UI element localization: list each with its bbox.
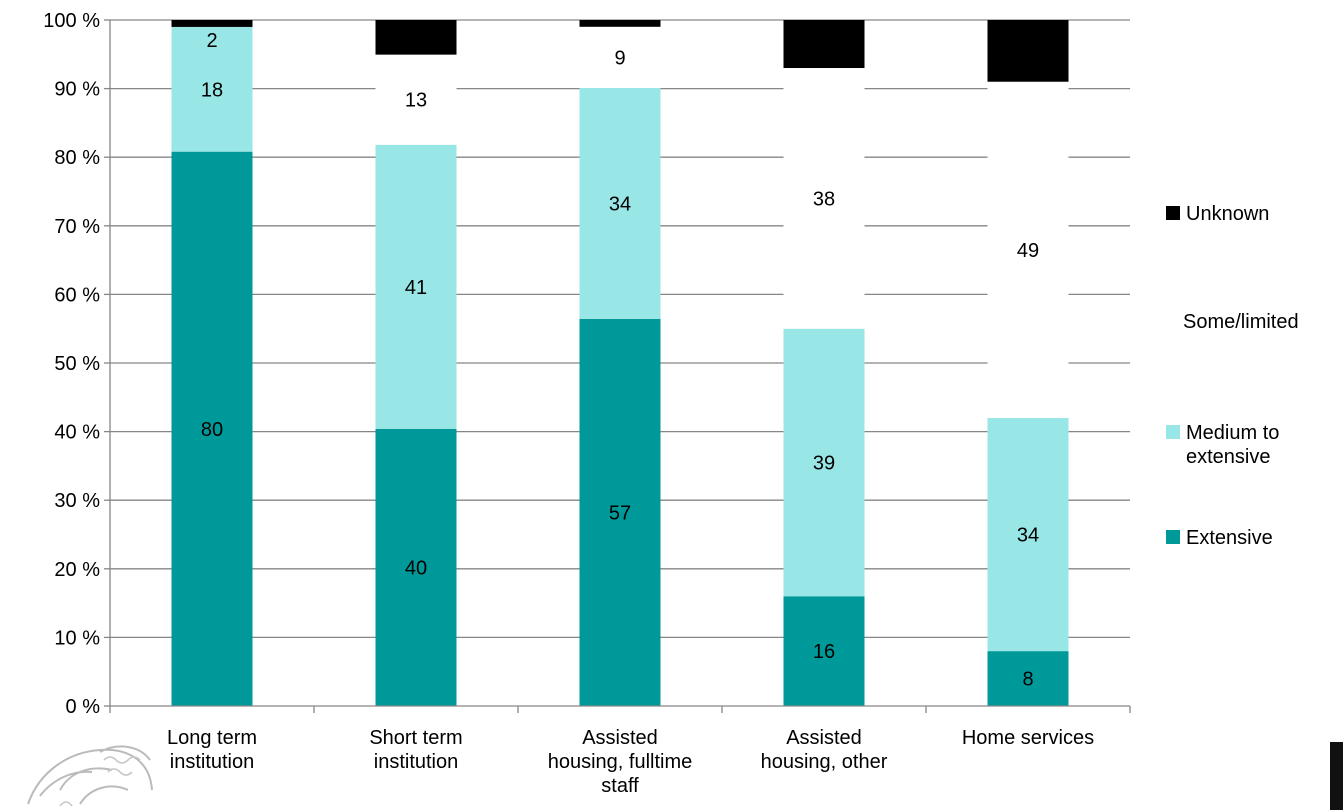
bar-segment	[783, 68, 865, 329]
bar-segment	[171, 151, 253, 707]
bar-segment	[579, 20, 661, 27]
y-tick-label: 30 %	[54, 490, 100, 512]
bar-segment	[579, 26, 661, 88]
legend-swatch	[1166, 530, 1180, 544]
data-label: 9	[614, 47, 625, 69]
bar-segment	[783, 328, 865, 597]
data-label: 57	[609, 502, 631, 524]
legend-label: Extensive	[1186, 527, 1273, 549]
bar-segment	[375, 54, 457, 145]
legend-swatch	[1166, 425, 1180, 439]
bar-segment	[171, 20, 253, 27]
y-tick-label: 100 %	[43, 10, 100, 32]
bar-segment	[783, 596, 865, 706]
bar-segment	[375, 144, 457, 429]
legend-swatch	[1166, 206, 1180, 220]
x-tick-label: Assisted housing, fulltime staff	[548, 727, 693, 797]
y-tick-label: 20 %	[54, 559, 100, 581]
x-tick-label: Assisted housing, other	[761, 727, 888, 773]
data-label: 41	[405, 277, 427, 299]
y-tick-label: 70 %	[54, 216, 100, 238]
bar-segment	[375, 428, 457, 706]
bar-segment	[987, 81, 1069, 418]
x-tick-label: Home services	[962, 727, 1094, 749]
bar-segment	[783, 20, 865, 69]
bar-segment	[579, 87, 661, 319]
x-tick-label: Short term institution	[369, 727, 462, 773]
logo-mark	[27, 745, 153, 805]
data-label: 34	[609, 193, 631, 215]
data-label: 2	[206, 30, 217, 52]
y-tick-label: 50 %	[54, 353, 100, 375]
y-tick-label: 10 %	[54, 627, 100, 649]
data-label: 49	[1017, 240, 1039, 262]
bar-segment	[987, 651, 1069, 706]
y-tick-label: 0 %	[66, 696, 101, 718]
data-label: 18	[201, 79, 223, 101]
data-label: 38	[813, 188, 835, 210]
bar-segment	[171, 26, 253, 152]
y-tick-label: 80 %	[54, 147, 100, 169]
legend-label: Medium to extensive	[1186, 422, 1279, 468]
data-label: 13	[405, 90, 427, 112]
logo-mark-waves	[59, 756, 141, 807]
logo-watermark	[27, 745, 153, 807]
bar-segment	[987, 20, 1069, 82]
data-label: 34	[1017, 525, 1039, 547]
data-label: 40	[405, 557, 427, 579]
data-label: 16	[813, 641, 835, 663]
bar-segment	[579, 318, 661, 706]
y-tick-label: 40 %	[54, 422, 100, 444]
edge-decoration	[1330, 742, 1343, 810]
bars	[171, 20, 1069, 707]
legend-label: Unknown	[1186, 203, 1269, 225]
legend: Unknown Some/limited Medium to extensive Ext…	[1166, 203, 1299, 549]
axes: 0 % 10 % 20 % 30 % 40 % 50 % 60 % 70 % 80 % 90 % 1…	[43, 10, 1131, 797]
y-tick-label: 90 %	[54, 79, 100, 101]
bar-segment	[375, 20, 457, 55]
data-labels: 80 18 2 40 41 13 57 34 9 16 39 38 8 34 49	[201, 30, 1039, 691]
y-tick-label: 60 %	[54, 284, 100, 306]
data-label: 39	[813, 452, 835, 474]
legend-label: Some/limited	[1183, 311, 1299, 333]
bar-segment	[987, 417, 1069, 652]
data-label: 8	[1022, 669, 1033, 691]
x-tick-label: Long term institution	[167, 727, 257, 773]
data-label: 80	[201, 419, 223, 441]
